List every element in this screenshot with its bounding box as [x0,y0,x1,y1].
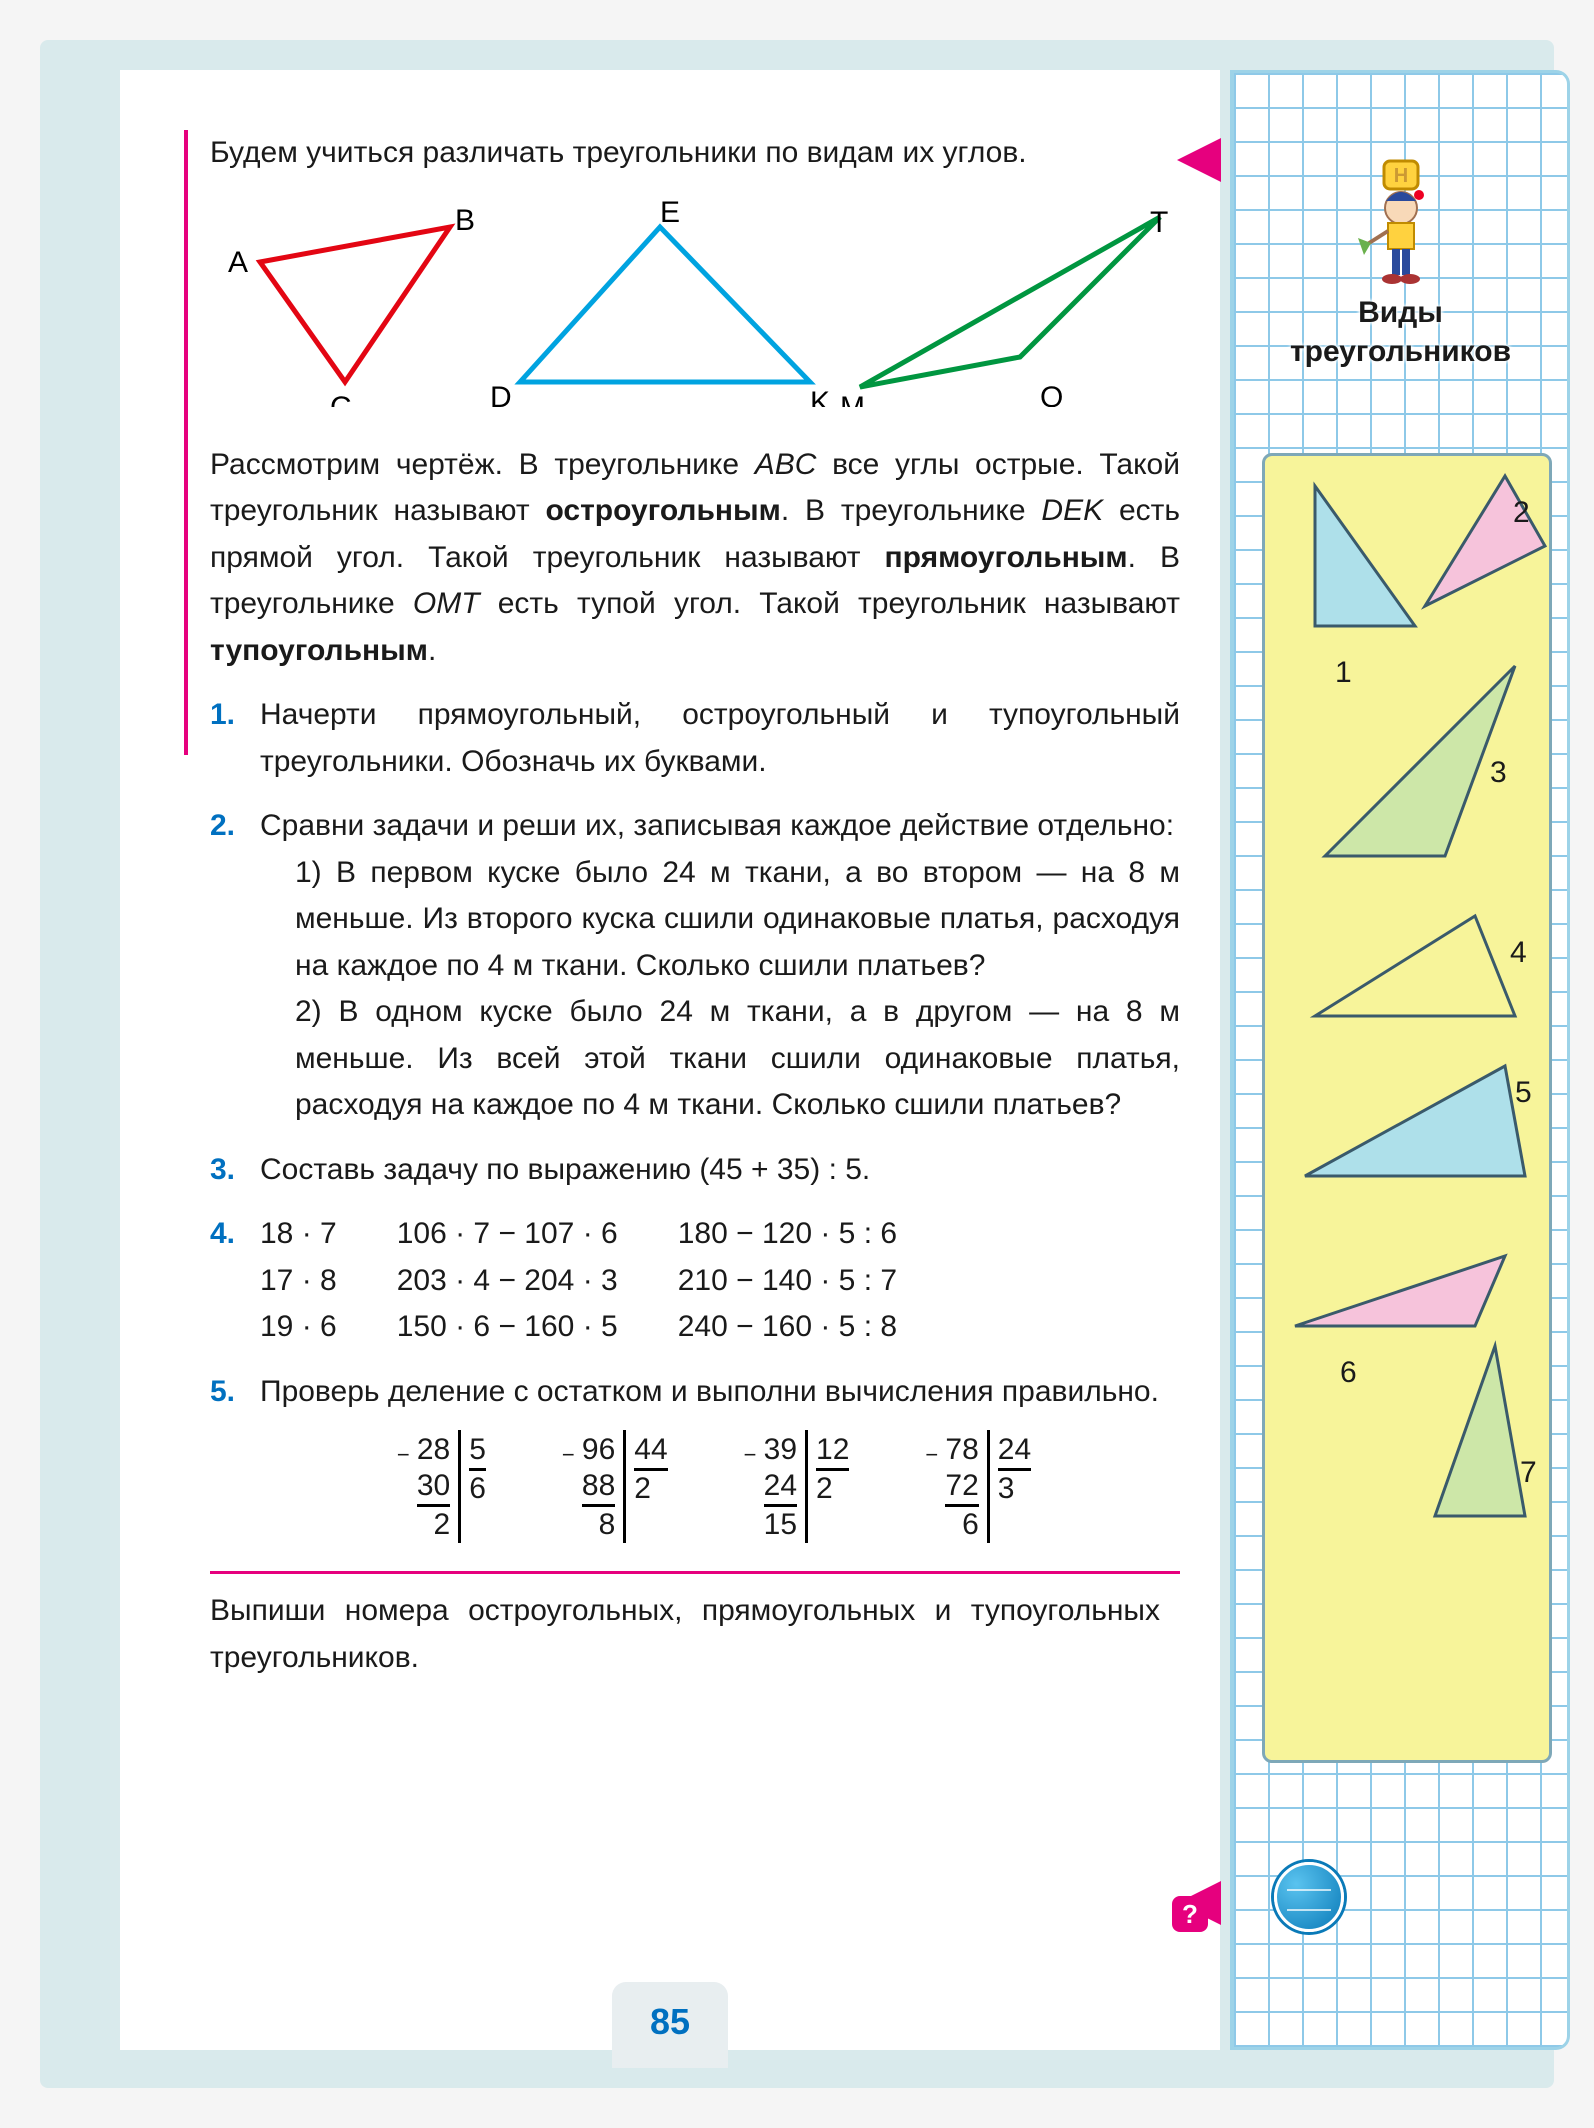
label-a: A [228,246,248,279]
intro-left-rule [184,130,188,755]
triangles-svg: A B C D E K M O T [210,197,1170,407]
expl-3b: есть тупой угол. Такой тре­угольник назы… [480,587,1180,620]
expl-1i: ABC [755,448,817,481]
sidebar-triangle-label-6: 6 [1340,1356,1357,1390]
expl-3i: OMT [413,587,480,620]
t4c3r2: 210 − 140 · 5 : 7 [678,1258,897,1305]
task-3-text: Составь задачу по выражению (45 + 35) : … [260,1147,1180,1194]
t4c2r3: 150 · 6 − 160 · 5 [397,1304,618,1351]
label-o: O [1040,381,1063,407]
sidebar-triangle-7 [1425,1336,1594,1546]
divider-rule [210,1571,1180,1574]
expl-3end: . [428,634,436,667]
sidebar-triangle-label-3: 3 [1490,756,1507,790]
sidebar-triangle-label-7: 7 [1520,1456,1537,1490]
task-4: 4. 18 · 7 17 · 8 19 · 6 106 · 7 − 107 · … [210,1211,1180,1351]
sidebar-triangle-label-2: 2 [1513,496,1530,530]
t4c3r3: 240 − 160 · 5 : 8 [678,1304,897,1351]
textbook-page: Будем учиться различать треугольники по … [120,70,1220,2050]
expl-2a: . В треугольнике [781,494,1042,527]
task-5: 5. Проверь деление с остатком и выполни … [210,1369,1180,1544]
pointer-top-icon [1177,138,1221,182]
t4c3r1: 180 − 120 · 5 : 6 [678,1211,897,1258]
t4c2r1: 106 · 7 − 107 · 6 [397,1211,618,1258]
sidebar-triangle-3 [1315,656,1575,866]
task-1: 1. Начерти прямоугольный, остроугольный … [210,692,1180,785]
sidebar-triangle-2 [1415,466,1594,676]
t4c1r2: 17 · 8 [260,1258,337,1305]
label-e: E [660,197,680,229]
task-5-text: Проверь деление с остатком и выполни выч… [260,1369,1180,1416]
expl-2bold: прямоугольным [885,541,1128,574]
task-4-columns: 18 · 7 17 · 8 19 · 6 106 · 7 − 107 · 6 2… [260,1211,1180,1351]
expl-1bold: остроуголь­ным [545,494,780,527]
explanation-paragraph: Рассмотрим чертёж. В треугольнике ABC вс… [210,442,1180,675]
task-2-num: 2. [210,803,260,1129]
task-2-p1: 1) В первом куске было 24 м ткани, а во … [260,850,1180,990]
sidebar-title-1: Виды [1358,296,1443,329]
task-2: 2. Сравни задачи и реши их, записывая ка… [210,803,1180,1129]
task-4-col3: 180 − 120 · 5 : 6 210 − 140 · 5 : 7 240 … [678,1211,897,1351]
tasks-block: 1. Начерти прямоугольный, остроугольный … [210,692,1180,1543]
expl-3bold: тупоугольным [210,634,428,667]
sidebar-triangle-label-5: 5 [1515,1076,1532,1110]
label-t: T [1150,206,1168,239]
long-division: −2830256 [395,1430,500,1543]
sidebar-triangle-label-4: 4 [1510,936,1527,970]
intro-text: Будем учиться различать треугольники по … [210,130,1180,177]
task-3-num: 3. [210,1147,260,1194]
label-m: M [840,391,865,407]
sidebar-triangles-panel: 1234567 [1262,453,1552,1763]
t4c1r1: 18 · 7 [260,1211,337,1258]
long-division: −96888442 [560,1430,682,1543]
page-background: Будем учиться различать треугольники по … [40,40,1554,2088]
globe-icon [1274,1862,1344,1932]
long-division: −392415122 [742,1430,864,1543]
label-c: C [330,391,352,407]
expl-1a: Рассмотрим чертёж. В треугольнике [210,448,755,481]
task-2-lead: Сравни задачи и реши их, записывая каждо… [260,803,1180,850]
footer-task: Выпиши номера остроугольных, прямоугольн… [210,1588,1180,1681]
task-2-p2: 2) В одном куске было 24 м ткани, а в др… [260,989,1180,1129]
page-number: 85 [612,1982,728,2068]
triangle-diagrams: A B C D E K M O T [210,197,1180,417]
label-b: B [455,204,475,237]
task-5-num: 5. [210,1369,260,1544]
svg-text:Н: Н [1393,165,1407,187]
task-4-col2: 106 · 7 − 107 · 6 203 · 4 − 204 · 3 150 … [397,1211,618,1351]
question-badge-icon: ? [1172,1896,1208,1932]
long-division: −78726243 [923,1430,1045,1543]
sidebar-title: Виды треугольников [1234,293,1567,371]
task-4-col1: 18 · 7 17 · 8 19 · 6 [260,1211,337,1351]
task-4-num: 4. [210,1211,260,1351]
division-row: −2830256 −96888442 −392415122 −78726243 [260,1430,1180,1543]
t4c2r2: 203 · 4 − 204 · 3 [397,1258,618,1305]
sidebar-panel: Н Виды треугольников 1234567 [1230,70,1570,2050]
task-1-num: 1. [210,692,260,785]
task-1-text: Начерти прямоугольный, остроугольный и т… [260,692,1180,785]
label-d: D [490,381,512,407]
t4c1r3: 19 · 6 [260,1304,337,1351]
mascot-icon: Н [1346,153,1456,293]
task-3: 3. Составь задачу по выражению (45 + 35)… [210,1147,1180,1194]
sidebar-title-2: треугольников [1290,335,1511,368]
expl-2i: DEK [1041,494,1103,527]
label-k: K [810,386,830,407]
